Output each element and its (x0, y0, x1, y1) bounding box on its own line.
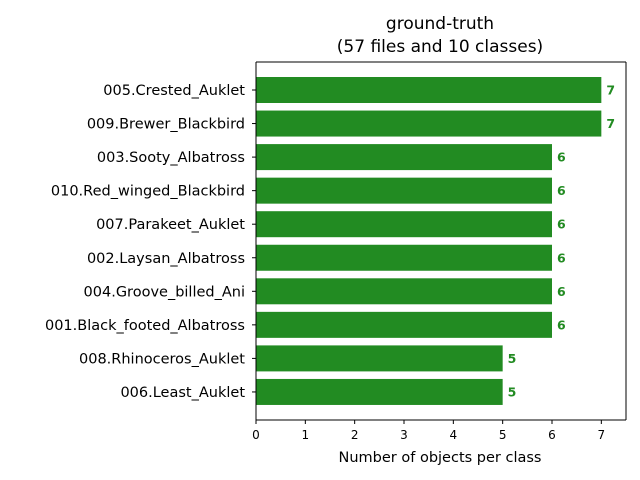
category-labels-group: 005.Crested_Auklet 009.Brewer_Blackbird 00… (45, 83, 256, 401)
bar-value-label: 6 (557, 250, 566, 265)
category-label: 005.Crested_Auklet (103, 83, 245, 99)
bar (256, 378, 503, 405)
bar (256, 345, 503, 372)
bar-value-label: 7 (606, 116, 615, 131)
x-tick-label: 5 (499, 428, 507, 442)
bar (256, 77, 602, 103)
category-label: 001.Black_footed_Albatross (45, 318, 245, 334)
chart-title-line-2: (57 files and 10 classes) (337, 37, 543, 57)
x-tick-label: 7 (598, 428, 606, 442)
bar-value-label: 6 (557, 150, 566, 165)
bar (256, 211, 552, 238)
x-tick-label: 6 (548, 428, 556, 442)
bar (256, 244, 552, 271)
category-label: 004.Groove_billed_Ani (84, 284, 245, 300)
x-axis-label: Number of objects per class (339, 450, 542, 466)
bar (256, 278, 552, 305)
bar-value-label: 6 (557, 317, 566, 332)
bar (256, 144, 552, 171)
bar (256, 311, 552, 338)
chart-title-line-1: ground-truth (386, 14, 494, 34)
category-label: 007.Parakeet_Auklet (96, 217, 245, 233)
category-label: 002.Laysan_Albatross (87, 251, 245, 267)
category-label: 003.Sooty_Albatross (97, 150, 245, 166)
category-label: 008.Rhinoceros_Auklet (79, 351, 245, 367)
category-label: 009.Brewer_Blackbird (87, 117, 245, 133)
bar (256, 110, 602, 137)
bar-value-label: 5 (508, 351, 517, 366)
x-tick-label: 3 (400, 428, 408, 442)
x-tick-label: 2 (351, 428, 359, 442)
bar-value-label: 6 (557, 217, 566, 232)
bar-value-label: 5 (508, 384, 517, 399)
x-tick-label: 1 (302, 428, 310, 442)
bar-value-label: 6 (557, 183, 566, 198)
bars-group (256, 77, 602, 405)
bar-value-label: 7 (606, 83, 615, 98)
category-label: 006.Least_Auklet (120, 385, 245, 401)
category-label: 010.Red_winged_Blackbird (51, 184, 245, 200)
value-labels-group: 7 7 6 6 6 6 6 6 5 5 (508, 83, 615, 400)
x-tick-label: 0 (252, 428, 260, 442)
x-axis-ticks-group: 0 1 2 3 4 5 6 7 (252, 420, 605, 442)
x-tick-label: 4 (450, 428, 458, 442)
bar (256, 177, 552, 204)
bar-value-label: 6 (557, 284, 566, 299)
